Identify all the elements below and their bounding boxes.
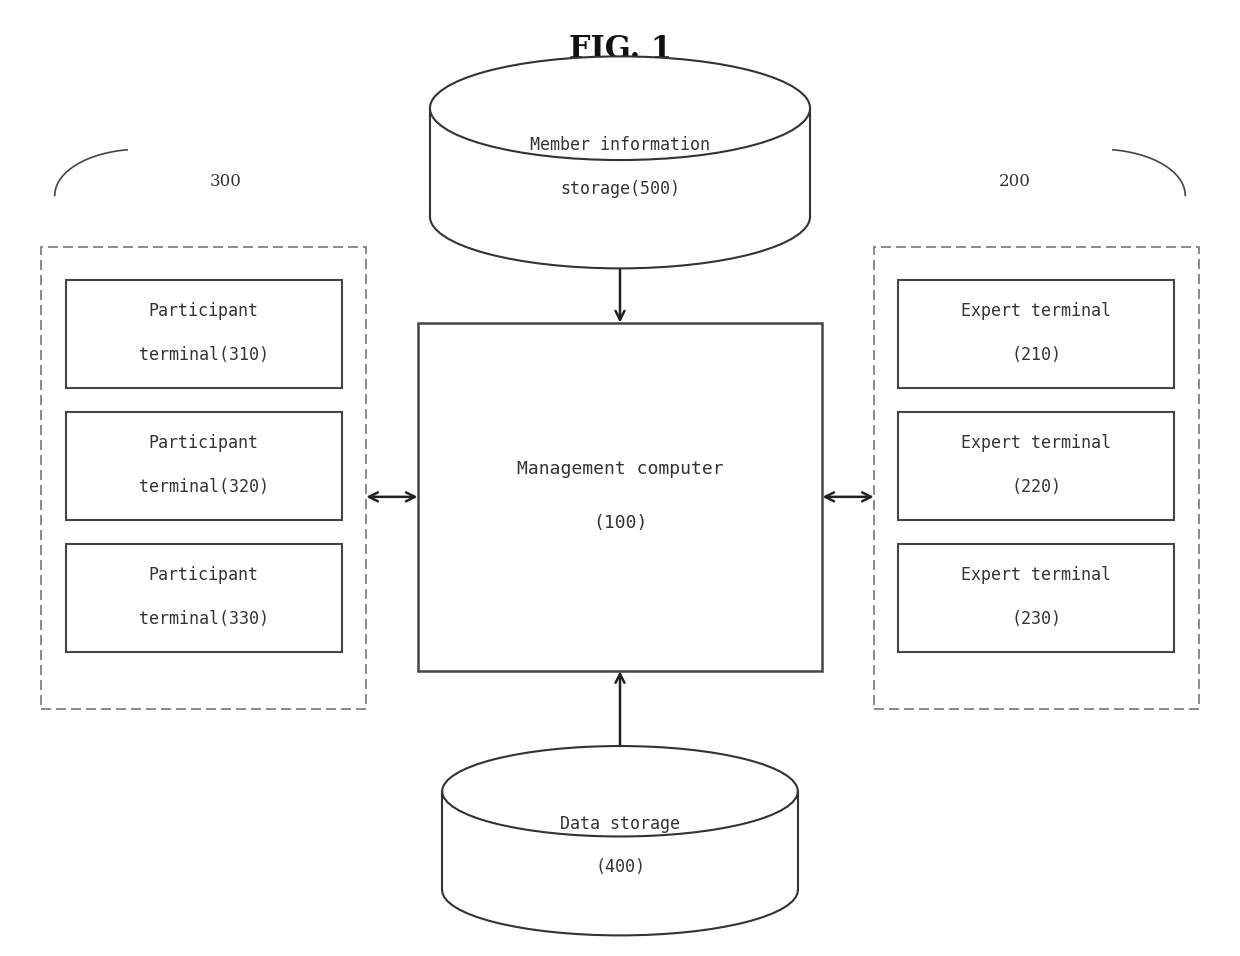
Ellipse shape xyxy=(443,746,797,836)
FancyBboxPatch shape xyxy=(874,248,1199,708)
FancyBboxPatch shape xyxy=(898,544,1174,652)
Text: Participant: Participant xyxy=(149,302,259,319)
Text: terminal(330): terminal(330) xyxy=(139,610,269,628)
Text: (100): (100) xyxy=(593,514,647,532)
Text: 200: 200 xyxy=(999,173,1030,189)
Text: Member information: Member information xyxy=(529,137,711,155)
Text: (230): (230) xyxy=(1012,610,1061,628)
Text: Participant: Participant xyxy=(149,566,259,583)
FancyBboxPatch shape xyxy=(898,412,1174,520)
Text: Participant: Participant xyxy=(149,434,259,451)
FancyBboxPatch shape xyxy=(66,280,342,388)
FancyBboxPatch shape xyxy=(443,792,797,890)
Text: Data storage: Data storage xyxy=(560,815,680,833)
Text: (400): (400) xyxy=(595,858,645,876)
FancyBboxPatch shape xyxy=(66,412,342,520)
FancyBboxPatch shape xyxy=(41,248,366,708)
Text: (220): (220) xyxy=(1012,478,1061,496)
Text: terminal(310): terminal(310) xyxy=(139,346,269,364)
Ellipse shape xyxy=(430,56,810,160)
Text: Expert terminal: Expert terminal xyxy=(961,566,1111,583)
Ellipse shape xyxy=(430,164,810,269)
FancyBboxPatch shape xyxy=(430,108,810,217)
FancyBboxPatch shape xyxy=(418,322,822,671)
Text: terminal(320): terminal(320) xyxy=(139,478,269,496)
FancyBboxPatch shape xyxy=(430,108,810,217)
FancyBboxPatch shape xyxy=(898,280,1174,388)
FancyBboxPatch shape xyxy=(443,792,797,890)
Text: Management computer: Management computer xyxy=(517,460,723,478)
Text: Expert terminal: Expert terminal xyxy=(961,434,1111,451)
Ellipse shape xyxy=(443,845,797,935)
Text: FIG. 1: FIG. 1 xyxy=(568,33,672,65)
FancyBboxPatch shape xyxy=(66,544,342,652)
Text: Expert terminal: Expert terminal xyxy=(961,302,1111,319)
Text: storage(500): storage(500) xyxy=(560,180,680,198)
Text: 300: 300 xyxy=(210,173,241,189)
Text: (210): (210) xyxy=(1012,346,1061,364)
